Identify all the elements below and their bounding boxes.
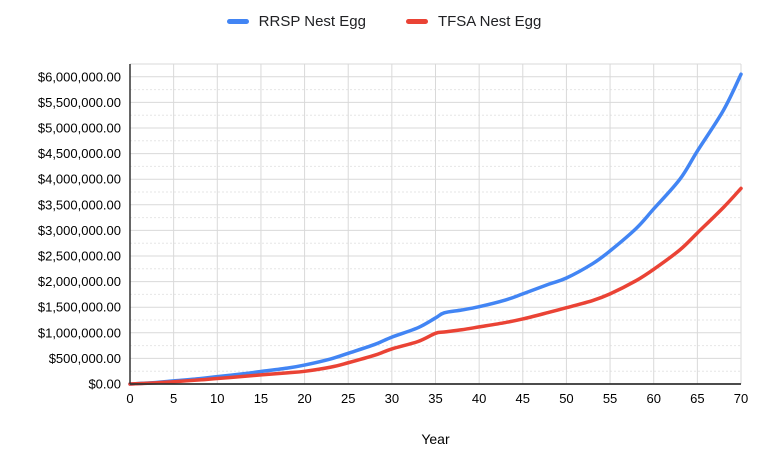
y-tick-label: $3,500,000.00: [38, 197, 121, 212]
x-tick-label: 25: [341, 391, 355, 406]
x-axis-title: Year: [421, 431, 450, 447]
x-tick-label: 65: [690, 391, 704, 406]
x-tick-label: 30: [385, 391, 399, 406]
y-tick-label: $5,500,000.00: [38, 95, 121, 110]
y-tick-label: $3,000,000.00: [38, 223, 121, 238]
y-tick-label: $2,000,000.00: [38, 274, 121, 289]
y-tick-label: $500,000.00: [49, 351, 121, 366]
x-tick-label: 20: [297, 391, 311, 406]
x-tick-label: 10: [210, 391, 224, 406]
x-tick-label: 35: [428, 391, 442, 406]
x-tick-label: 50: [559, 391, 573, 406]
x-tick-label: 0: [126, 391, 133, 406]
x-tick-label: 15: [254, 391, 268, 406]
x-tick-label: 5: [170, 391, 177, 406]
rrsp-series-label: RRSP Nest Egg: [258, 13, 366, 30]
y-tick-label: $4,000,000.00: [38, 172, 121, 187]
series-line-tfsa: [128, 186, 743, 386]
x-tick-label: 45: [516, 391, 530, 406]
y-tick-label: $6,000,000.00: [38, 69, 121, 84]
tfsa-series-swatch: [405, 19, 428, 24]
tfsa-series-label: TFSA Nest Egg: [437, 13, 542, 30]
x-tick-label: 40: [472, 391, 486, 406]
x-tick-label: 55: [603, 391, 617, 406]
rrsp-series-swatch: [226, 19, 249, 24]
series-line-rrsp: [128, 72, 743, 386]
y-tick-label: $1,000,000.00: [38, 325, 121, 340]
x-tick-label: 70: [734, 391, 748, 406]
x-tick-label: 60: [646, 391, 660, 406]
legend-item-rrsp: RRSP Nest Egg: [226, 13, 366, 30]
y-tick-label: $5,000,000.00: [38, 121, 121, 136]
y-tick-label: $2,500,000.00: [38, 249, 121, 264]
y-tick-label: $1,500,000.00: [38, 300, 121, 315]
legend-item-tfsa: TFSA Nest Egg: [405, 13, 542, 30]
y-tick-label: $4,500,000.00: [38, 146, 121, 161]
y-tick-label: $0.00: [88, 377, 121, 392]
chart-legend: RRSP Nest Egg TFSA Nest Egg: [0, 14, 768, 29]
